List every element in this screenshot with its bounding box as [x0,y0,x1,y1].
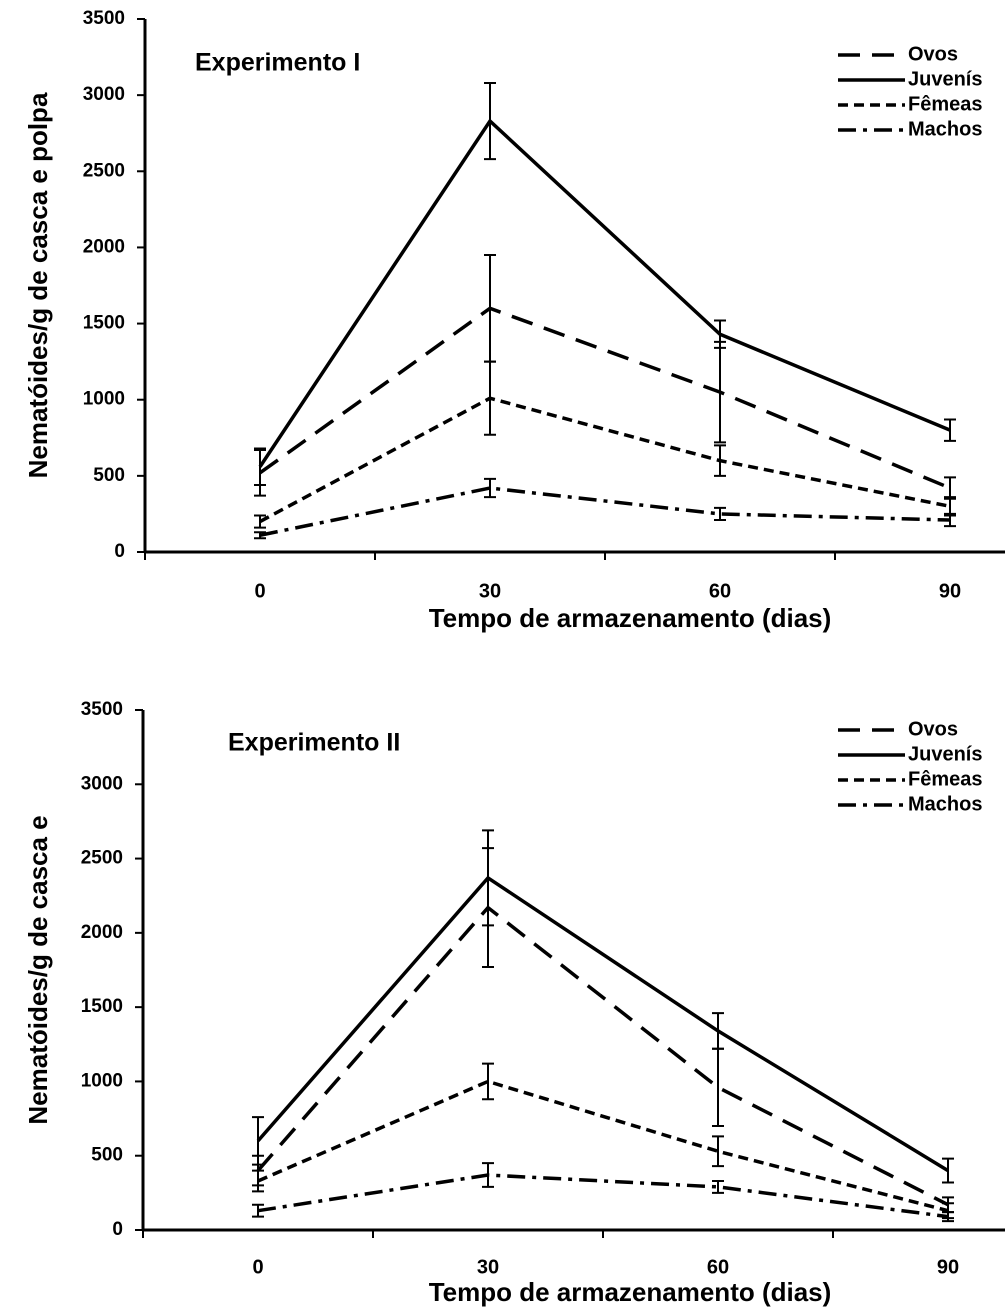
x-tick-label: 90 [939,580,961,602]
error-bar [484,81,496,161]
error-bar [482,1062,494,1101]
error-bar [252,1116,264,1166]
x-axis-label: Tempo de armazenamento (dias) [429,603,832,633]
y-tick-label: 2500 [81,848,123,869]
x-tick-label: 60 [707,1256,729,1278]
y-tick-label: 2500 [83,160,125,181]
y-tick-label: 3000 [83,84,125,105]
error-bar [942,1157,954,1184]
error-bar [254,514,266,529]
y-tick-label: 3500 [83,8,125,29]
series-line [257,1079,949,1213]
y-tick-label: 1500 [81,996,123,1017]
y-axis-label: Nematóides/g de casca e [23,815,53,1124]
series-line [257,1173,949,1219]
error-bar [714,444,726,477]
series-line [259,486,951,537]
error-bar [254,531,266,540]
error-bar [714,506,726,522]
legend-label: Machos [908,118,982,140]
error-bar [942,1211,954,1223]
x-tick-label: 30 [479,580,501,602]
error-bar [712,1012,724,1050]
error-bar [712,1179,724,1194]
y-tick-label: 3500 [81,699,123,720]
error-bar [944,476,956,500]
y-tick-label: 500 [91,1145,123,1166]
legend-label: Machos [908,793,982,815]
x-tick-label: 30 [477,1256,499,1278]
error-bar [252,1169,264,1193]
x-tick-label: 60 [709,580,731,602]
y-tick-label: 1000 [81,1070,123,1091]
x-tick-label: 0 [252,1256,263,1278]
series-line [258,118,951,468]
legend-label: Ovos [908,718,958,740]
y-tick-label: 1500 [83,313,125,334]
error-bar [252,1203,264,1218]
legend-label: Juvenís [908,743,982,765]
y-tick-label: 2000 [81,922,123,943]
error-bar [254,447,266,486]
legend-label: Ovos [908,43,958,65]
legend-label: Fêmeas [908,93,983,115]
series-line [256,875,949,1173]
y-tick-label: 1000 [83,389,125,410]
chart-title: Experimento II [228,729,400,757]
error-bar [482,829,494,927]
error-bar [944,418,956,442]
y-axis-label: Nematóides/g de casca e polpa [23,92,53,478]
y-tick-label: 500 [93,465,125,486]
y-tick-label: 0 [114,541,125,562]
error-bar [714,319,726,349]
error-bar [944,512,956,528]
x-tick-label: 0 [254,580,265,602]
x-tick-label: 90 [937,1256,959,1278]
legend-label: Fêmeas [908,768,983,790]
error-bar [484,477,496,499]
error-bar [712,1135,724,1168]
error-bar [482,1162,494,1188]
legend-label: Juvenís [908,68,982,90]
series-line [258,306,951,490]
y-tick-label: 3000 [81,773,123,794]
x-axis-label: Tempo de armazenamento (dias) [429,1277,832,1307]
error-bar [712,1047,724,1127]
series-line [259,396,951,524]
error-bar [484,360,496,436]
y-tick-label: 0 [112,1219,123,1240]
series-line [256,905,949,1207]
y-tick-label: 2000 [83,236,125,257]
chart-title: Experimento I [195,49,360,77]
